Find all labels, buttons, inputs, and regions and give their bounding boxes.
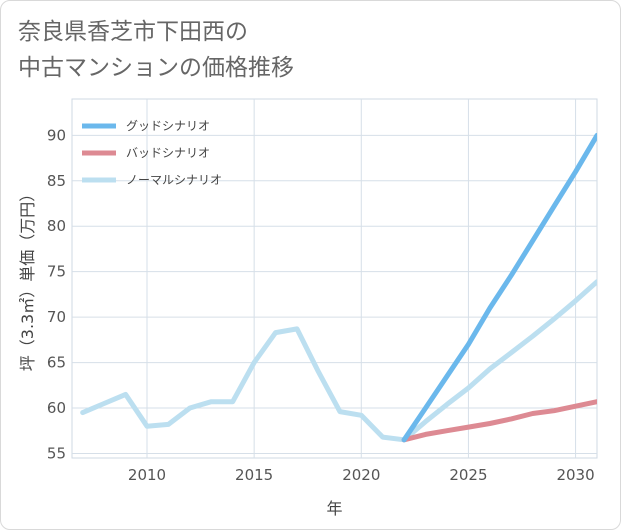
chart-title: 奈良県香芝市下田西の 中古マンションの価格推移 bbox=[18, 14, 294, 86]
axes: 55 60 65 70 75 80 85 90 2010 2015 2020 2025 2030 年 坪（3… bbox=[18, 126, 595, 518]
y-tick-label: 55 bbox=[47, 444, 66, 462]
x-tick-label: 2025 bbox=[449, 466, 487, 484]
legend-label-1: バッドシナリオ bbox=[126, 146, 210, 160]
y-tick-label: 75 bbox=[47, 263, 66, 281]
x-tick-label: 2030 bbox=[556, 466, 594, 484]
series-line-2 bbox=[80, 279, 597, 443]
y-tick-label: 60 bbox=[47, 399, 66, 417]
y-tick-label: 85 bbox=[47, 172, 66, 190]
y-tick-label: 70 bbox=[47, 308, 66, 326]
series-line-1 bbox=[401, 399, 597, 443]
legend-label-0: グッドシナリオ bbox=[126, 119, 210, 133]
x-tick-label: 2020 bbox=[342, 466, 380, 484]
chart-title-line2: 中古マンションの価格推移 bbox=[18, 55, 294, 81]
x-axis-title: 年 bbox=[326, 499, 342, 518]
series-line-0 bbox=[401, 132, 597, 443]
y-tick-label: 90 bbox=[47, 126, 66, 144]
y-tick-label: 65 bbox=[47, 354, 66, 372]
chart-title-line1: 奈良県香芝市下田西の bbox=[18, 19, 248, 45]
series-layer bbox=[80, 132, 597, 443]
y-tick-label: 80 bbox=[47, 217, 66, 235]
legend-label-2: ノーマルシナリオ bbox=[126, 173, 222, 187]
x-tick-label: 2015 bbox=[235, 466, 273, 484]
y-axis-title: 坪（3.3㎡）単価（万円） bbox=[18, 186, 37, 371]
plot-frame bbox=[71, 98, 598, 459]
x-tick-label: 2010 bbox=[128, 466, 166, 484]
grid bbox=[71, 98, 598, 459]
